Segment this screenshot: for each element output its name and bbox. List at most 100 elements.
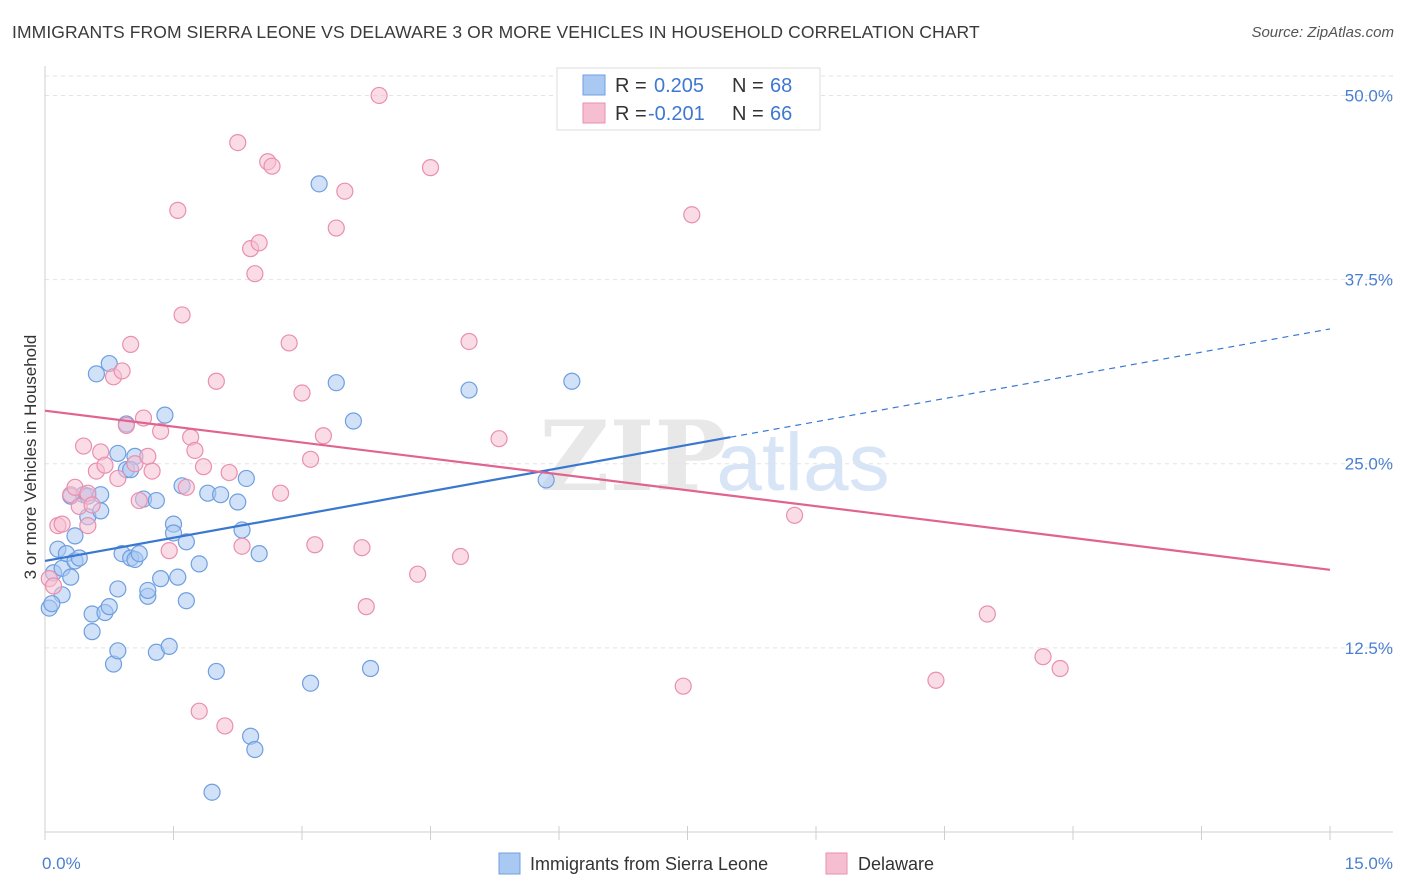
data-points: [40, 86, 1069, 801]
point-sierra-leone: [156, 406, 174, 424]
point-delaware: [293, 384, 311, 402]
point-sierra-leone: [160, 637, 178, 655]
point-delaware: [978, 605, 996, 623]
series-legend-label-1: Immigrants from Sierra Leone: [530, 854, 768, 874]
point-delaware: [490, 430, 508, 448]
point-sierra-leone: [62, 568, 80, 586]
point-sierra-leone: [250, 544, 268, 563]
point-sierra-leone: [361, 659, 380, 678]
point-delaware: [353, 539, 371, 557]
point-delaware: [113, 362, 131, 380]
point-delaware: [301, 450, 320, 468]
point-delaware: [194, 458, 213, 476]
source-credit: Source: ZipAtlas.com: [1251, 24, 1394, 41]
point-sierra-leone: [190, 555, 208, 573]
series-legend-swatch-blue: [498, 852, 521, 875]
point-delaware: [233, 537, 251, 555]
point-sierra-leone: [203, 783, 221, 801]
point-delaware: [207, 372, 225, 390]
point-delaware: [96, 456, 114, 474]
point-sierra-leone: [310, 175, 328, 193]
series-legend-swatch-pink: [825, 852, 848, 875]
point-delaware: [220, 463, 238, 482]
point-sierra-leone: [109, 642, 127, 660]
point-sierra-leone: [563, 372, 581, 390]
point-sierra-leone: [344, 412, 362, 430]
point-sierra-leone: [237, 469, 255, 488]
point-sierra-leone: [139, 581, 157, 600]
point-sierra-leone: [212, 486, 230, 504]
point-sierra-leone: [66, 527, 84, 545]
point-sierra-leone: [246, 740, 264, 759]
gridlines: [45, 75, 1393, 649]
x-tick-labels: 0.0% 15.0%: [42, 854, 1393, 873]
point-sierra-leone: [43, 595, 61, 613]
point-delaware: [327, 219, 345, 237]
watermark-zip: ZIP: [539, 400, 726, 513]
point-delaware: [160, 542, 178, 560]
point-delaware: [409, 565, 427, 583]
watermark-atlas: atlas: [716, 417, 889, 508]
x-tick-label: 0.0%: [42, 854, 81, 873]
point-sierra-leone: [152, 570, 170, 588]
point-delaware: [451, 547, 470, 566]
point-delaware: [169, 201, 187, 219]
point-sierra-leone: [177, 592, 195, 610]
point-sierra-leone: [83, 623, 101, 641]
point-sierra-leone: [169, 568, 187, 586]
point-delaware: [216, 717, 234, 735]
trend-line-delaware: [44, 409, 1331, 571]
point-sierra-leone: [87, 365, 106, 383]
legend-r-label-2: R =: [615, 103, 647, 125]
point-delaware: [271, 484, 290, 502]
point-delaware: [357, 598, 375, 616]
y-tick-label: 37.5%: [1345, 271, 1393, 290]
point-delaware: [143, 462, 161, 480]
legend-n-label-1: N =: [732, 75, 764, 97]
point-delaware: [186, 441, 204, 460]
point-delaware: [139, 447, 157, 465]
y-axis-label: 3 or more Vehicles in Household: [21, 335, 40, 580]
series-legend: Immigrants from Sierra Leone Delaware: [498, 852, 934, 875]
point-sierra-leone: [147, 491, 165, 510]
point-delaware: [1034, 648, 1052, 666]
point-delaware: [44, 577, 63, 595]
point-delaware: [674, 677, 692, 695]
point-sierra-leone: [130, 544, 148, 563]
axes: [44, 66, 1393, 840]
y-tick-label: 50.0%: [1345, 86, 1393, 105]
point-sierra-leone: [177, 533, 195, 551]
trend-lines: [44, 328, 1331, 571]
trend-line-sierra-leone: [44, 436, 731, 563]
point-delaware: [927, 671, 945, 689]
point-delaware: [229, 134, 247, 152]
point-delaware: [74, 437, 93, 455]
point-delaware: [79, 516, 97, 535]
legend-swatch-blue: [582, 74, 606, 96]
point-delaware: [421, 159, 440, 177]
point-sierra-leone: [327, 374, 345, 392]
point-delaware: [122, 335, 140, 354]
legend-n-value-1: 68: [770, 75, 792, 97]
stats-legend: R = 0.205 N = 68 R = -0.201 N = 66: [556, 67, 821, 131]
legend-r-label-1: R =: [615, 75, 647, 97]
point-sierra-leone: [109, 444, 127, 463]
point-sierra-leone: [70, 549, 88, 567]
point-delaware: [336, 182, 354, 200]
point-delaware: [130, 491, 148, 510]
point-delaware: [190, 702, 208, 720]
x-tick-label: 15.0%: [1345, 854, 1393, 873]
point-sierra-leone: [229, 493, 247, 511]
point-delaware: [314, 427, 333, 445]
legend-r-value-2: -0.201: [648, 103, 705, 125]
point-delaware: [263, 157, 281, 175]
legend-n-value-2: 66: [770, 103, 792, 125]
series-legend-label-2: Delaware: [858, 854, 934, 874]
point-delaware: [460, 332, 478, 351]
point-delaware: [683, 206, 701, 224]
point-delaware: [785, 506, 804, 524]
trend-line-sierra-leone-extension: [730, 328, 1331, 438]
point-delaware: [109, 469, 127, 488]
chart-title: IMMIGRANTS FROM SIERRA LEONE VS DELAWARE…: [12, 22, 980, 42]
